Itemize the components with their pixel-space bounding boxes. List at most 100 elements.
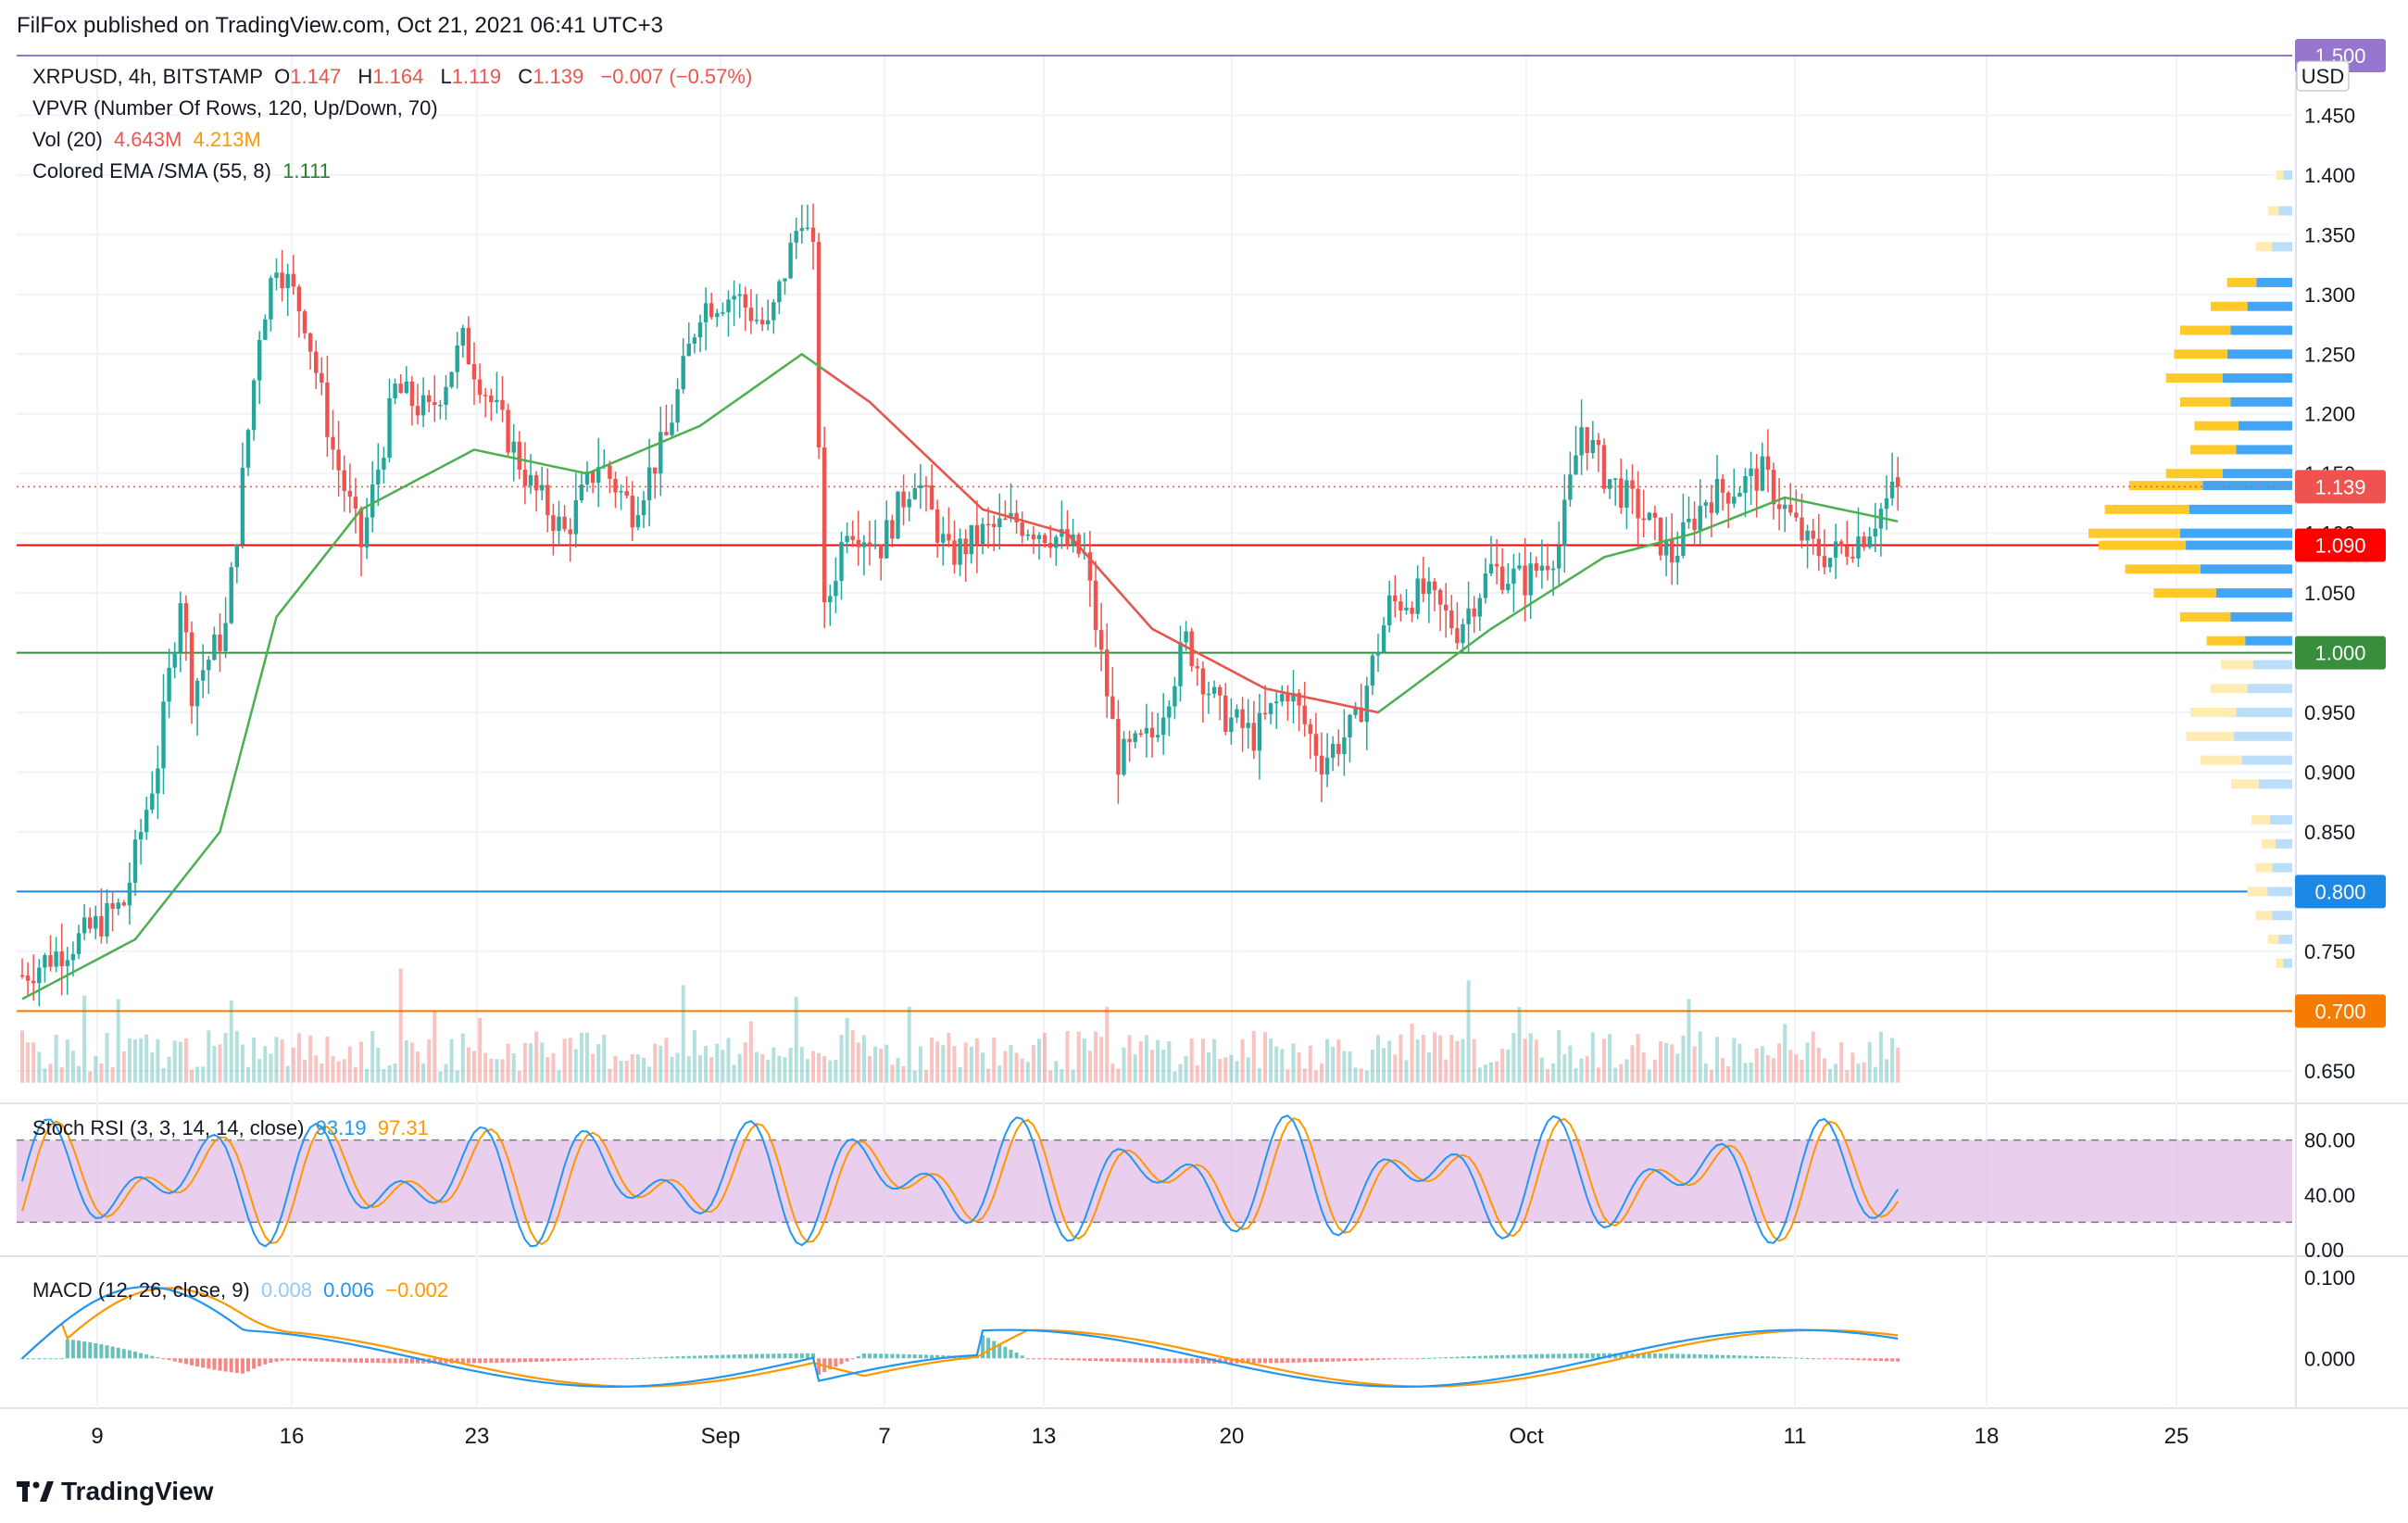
candle-body <box>1415 578 1420 614</box>
legend-close: C1.139 <box>518 65 584 88</box>
candle-body <box>1845 546 1850 557</box>
macd-hist-bar <box>1867 1358 1872 1361</box>
macd-hist-bar <box>1698 1353 1702 1359</box>
stoch-tick-label: 40.00 <box>2304 1184 2355 1207</box>
volume-bar <box>1223 1057 1228 1083</box>
volume-bar <box>1421 1034 1425 1083</box>
macd-hist-bar <box>783 1353 787 1359</box>
volume-bar <box>31 1042 36 1083</box>
candle-body <box>296 286 302 312</box>
macd-hist-bar <box>1862 1358 1866 1361</box>
candle-body <box>1336 743 1341 754</box>
candle-body <box>48 955 53 967</box>
volume-bar <box>704 1045 709 1083</box>
candle-body <box>342 470 346 491</box>
macd-hist-bar <box>817 1358 821 1376</box>
volume-bar <box>748 1021 753 1083</box>
candle-body <box>1550 568 1556 571</box>
candle-body <box>573 500 578 535</box>
volume-bar <box>409 1042 414 1083</box>
macd-hist-bar <box>635 1357 640 1359</box>
y-tick-label: 1.400 <box>2304 164 2355 187</box>
macd-hist-bar <box>1398 1358 1403 1360</box>
volume-bar <box>974 1038 979 1083</box>
macd-hist-bar <box>1444 1357 1449 1359</box>
volume-bar <box>1805 1042 1810 1083</box>
macd-hist-bar <box>1765 1356 1770 1359</box>
stoch-k-line <box>21 1114 1900 1248</box>
macd-hist-bar <box>1687 1353 1691 1359</box>
candle-body <box>1387 595 1392 625</box>
candle-body <box>675 389 680 423</box>
macd-hist-bar <box>562 1358 567 1361</box>
y-tick-label: 0.650 <box>2304 1060 2355 1083</box>
macd-hist-bar <box>1721 1354 1725 1359</box>
volume-bar <box>478 1017 483 1083</box>
candle-body <box>1585 427 1589 453</box>
volume-bar <box>1009 1045 1013 1083</box>
candle-body <box>890 520 895 539</box>
vpvr-bar-down <box>2276 170 2284 180</box>
candle-body <box>1889 481 1895 498</box>
volume-bar <box>918 1046 922 1083</box>
volume-bar <box>997 1065 1002 1083</box>
candle-body <box>1014 512 1019 522</box>
volume-bar <box>167 1056 171 1083</box>
volume-bar <box>1127 1035 1132 1083</box>
volume-bar <box>1087 1051 1092 1083</box>
macd-hist-bar <box>805 1353 809 1359</box>
macd-hist-bar <box>82 1340 87 1359</box>
macd-hist-bar <box>1263 1358 1267 1364</box>
macd-hist-bar <box>1087 1358 1092 1361</box>
legend-volume[interactable]: Vol (20) 4.643M 4.213M <box>32 128 261 151</box>
volume-bar <box>1099 1037 1104 1083</box>
volume-bar <box>1348 1051 1352 1083</box>
macd-hist-bar <box>31 1358 36 1360</box>
candle-body <box>923 485 929 487</box>
tradingview-logo[interactable]: TradingView <box>17 1477 213 1506</box>
macd-hist-bar <box>1404 1358 1409 1360</box>
macd-hist-bar <box>1477 1355 1482 1359</box>
candle-body <box>646 467 652 501</box>
volume-bar <box>1539 1057 1544 1083</box>
candle-body <box>1641 518 1646 521</box>
candle-body <box>1200 668 1206 695</box>
volume-bar <box>952 1046 957 1083</box>
volume-bar <box>1387 1040 1392 1083</box>
volume-bar <box>1822 1058 1826 1083</box>
volume-bar <box>1071 1069 1075 1083</box>
candle-body <box>1313 734 1319 756</box>
volume-bar <box>546 1057 550 1083</box>
legend-stoch-rsi[interactable]: Stoch RSI (3, 3, 14, 14, close) 93.19 97… <box>32 1116 429 1139</box>
volume-bar <box>573 1049 578 1083</box>
legend-symbol[interactable]: XRPUSD, 4h, BITSTAMP <box>32 65 263 88</box>
macd-hist-bar <box>1065 1358 1070 1361</box>
volume-bar <box>822 1055 827 1083</box>
candle-body <box>150 793 155 811</box>
candle-body <box>1009 512 1013 519</box>
macd-hist-bar <box>1590 1353 1595 1359</box>
candle-body <box>393 384 397 398</box>
macd-hist-bar <box>1246 1358 1250 1364</box>
volume-bar <box>1652 1059 1657 1083</box>
macd-hist-bar <box>551 1358 556 1362</box>
macd-hist-bar <box>884 1353 889 1359</box>
macd-hist-bar <box>483 1358 488 1364</box>
macd-histogram <box>20 1335 1900 1376</box>
macd-hist-bar <box>1014 1353 1019 1359</box>
candle-body <box>619 491 623 493</box>
candle-body <box>269 278 273 320</box>
vpvr-bar-down <box>2262 838 2276 849</box>
legend-vpvr[interactable]: VPVR (Number Of Rows, 120, Up/Down, 70) <box>32 96 438 120</box>
legend-ema[interactable]: Colored EMA /SMA (55, 8) 1.111 <box>32 159 331 183</box>
macd-hist-bar <box>20 1358 24 1360</box>
candle-body <box>19 975 25 977</box>
volume-bar <box>1235 1061 1239 1083</box>
macd-hist-bar <box>907 1353 911 1359</box>
candle-body <box>466 327 471 364</box>
candle-body <box>444 386 448 406</box>
y-tick-label: 1.350 <box>2304 223 2355 246</box>
legend-macd[interactable]: MACD (12, 26, close, 9) 0.008 0.006 −0.0… <box>32 1278 449 1302</box>
macd-hist-bar <box>748 1353 753 1359</box>
